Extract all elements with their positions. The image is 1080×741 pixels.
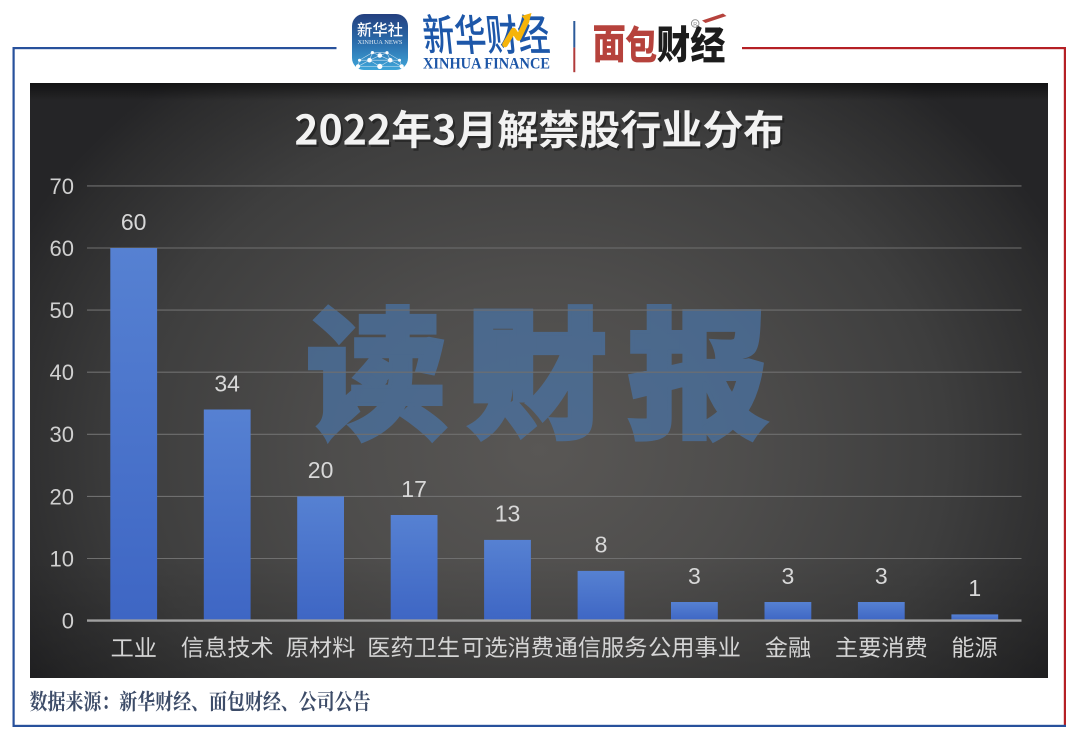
svg-text:60: 60 (121, 209, 147, 235)
svg-text:50: 50 (50, 298, 74, 323)
svg-text:17: 17 (401, 476, 427, 502)
svg-text:3: 3 (875, 563, 888, 589)
svg-text:0: 0 (62, 609, 74, 634)
svg-text:34: 34 (214, 370, 240, 396)
svg-text:3: 3 (688, 563, 701, 589)
svg-text:3: 3 (782, 563, 795, 589)
svg-text:60: 60 (50, 236, 74, 261)
svg-text:XINHUA FINANCE: XINHUA FINANCE (423, 56, 550, 73)
svg-text:40: 40 (50, 360, 74, 385)
svg-text:10: 10 (50, 546, 74, 571)
svg-text:13: 13 (495, 501, 521, 527)
svg-text:20: 20 (50, 484, 74, 509)
svg-text:1: 1 (968, 575, 981, 601)
svg-text:30: 30 (50, 422, 74, 447)
svg-text:70: 70 (50, 174, 74, 199)
svg-text:8: 8 (595, 532, 608, 558)
svg-text:20: 20 (308, 457, 334, 483)
svg-text:XINHUA NEWS: XINHUA NEWS (358, 39, 403, 46)
svg-text:R: R (693, 22, 697, 28)
